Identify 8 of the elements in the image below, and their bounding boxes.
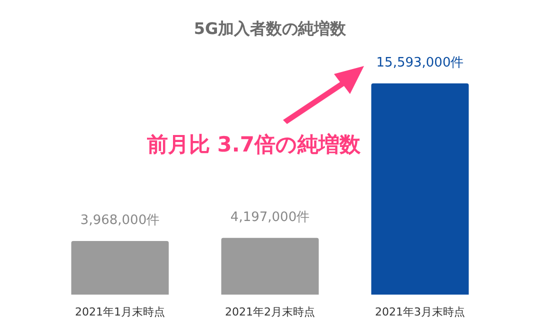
annotation: 前月比 3.7倍の純増数 <box>146 132 362 156</box>
data-label: 4,197,000件 <box>230 210 310 225</box>
x-tick-label: 2021年1月末時点 <box>75 305 165 318</box>
x-tick-label: 2021年2月末時点 <box>225 305 315 318</box>
data-label: 3,968,000件 <box>80 212 160 228</box>
chart-title: 5G加入者数の純増数 <box>194 18 348 38</box>
x-tick-label: 2021年3月末時点 <box>375 305 465 318</box>
data-label: 15,593,000件 <box>376 55 464 70</box>
